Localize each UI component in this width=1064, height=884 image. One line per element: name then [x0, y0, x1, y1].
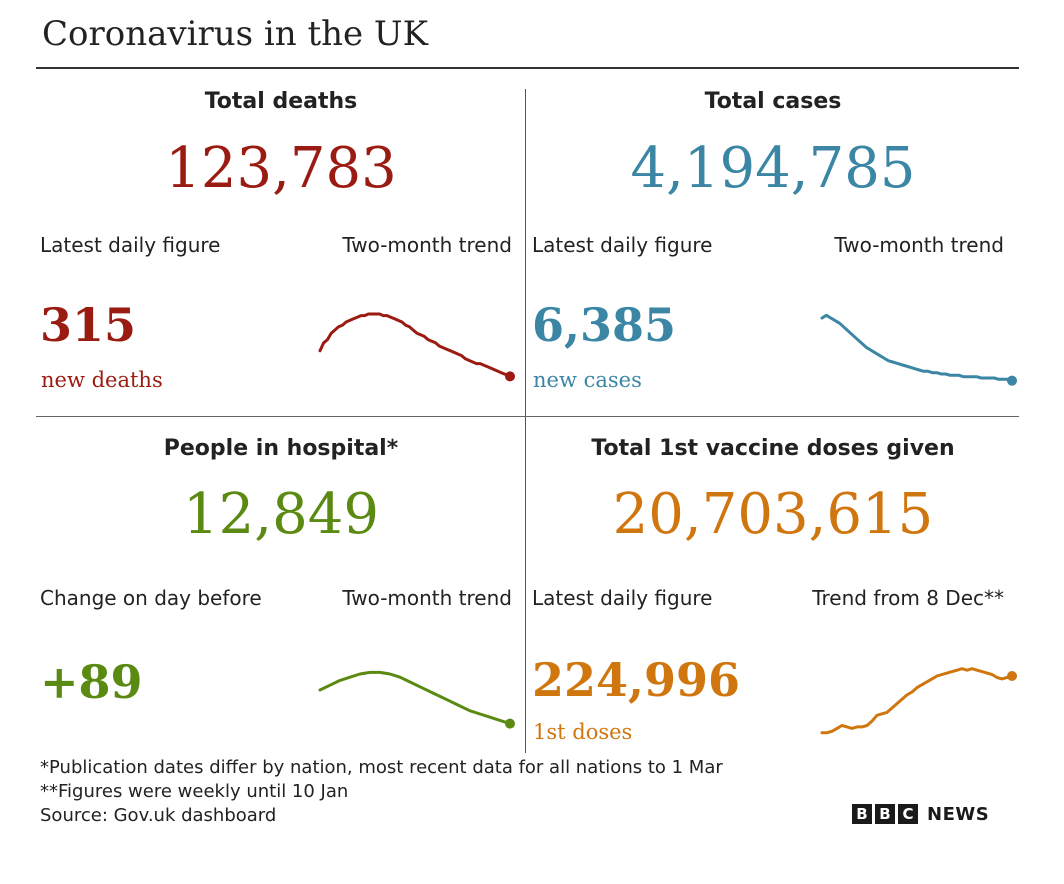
- vaccine-trend-endpoint: [1007, 671, 1017, 681]
- logo-box-b1: B: [852, 804, 872, 824]
- source-note: Source: Gov.uk dashboard: [40, 805, 277, 826]
- cases-daily-label: Latest daily figure: [532, 233, 713, 257]
- deaths-daily-label: Latest daily figure: [40, 233, 221, 257]
- vaccine-daily-unit: 1st doses: [533, 720, 633, 744]
- cases-heading: Total cases: [704, 89, 842, 114]
- deaths-trend-chart: [318, 312, 515, 382]
- footnotes: *Publication dates differ by nation, mos…: [40, 756, 723, 828]
- cases-trend-label: Two-month trend: [834, 233, 1004, 257]
- footnote-weekly: **Figures were weekly until 10 Jan: [40, 781, 349, 802]
- logo-box-b2: B: [875, 804, 895, 824]
- vertical-divider: [525, 89, 526, 753]
- vaccine-heading: Total 1st vaccine doses given: [591, 436, 955, 461]
- deaths-total: 123,783: [165, 136, 397, 201]
- cases-total: 4,194,785: [630, 136, 916, 201]
- hospital-trend-endpoint: [505, 718, 515, 729]
- cases-trend-endpoint: [1007, 375, 1017, 386]
- deaths-trend-line: [318, 312, 512, 378]
- cases-trend-line: [820, 313, 1014, 383]
- logo-box-c: C: [898, 804, 918, 824]
- deaths-heading: Total deaths: [204, 89, 358, 114]
- vaccine-trend-line: [820, 667, 1014, 735]
- deaths-trend-label: Two-month trend: [342, 233, 512, 257]
- hospital-panel: People in hospital* 12,849 Change on day…: [36, 420, 526, 750]
- vaccine-panel: Total 1st vaccine doses given 20,703,615…: [528, 420, 1018, 750]
- hospital-change-value: +89: [40, 655, 143, 709]
- deaths-daily-unit: new deaths: [41, 368, 163, 392]
- logo-news-text: NEWS: [927, 803, 990, 825]
- vaccine-trend-label: Trend from 8 Dec**: [812, 586, 1004, 610]
- cases-daily-value: 6,385: [532, 298, 677, 352]
- hospital-trend-line: [318, 670, 512, 726]
- hospital-trend-label: Two-month trend: [342, 586, 512, 610]
- title-divider: [36, 67, 1019, 69]
- hospital-total: 12,849: [183, 482, 379, 547]
- vaccine-daily-label: Latest daily figure: [532, 586, 713, 610]
- hospital-change-label: Change on day before: [40, 586, 262, 610]
- hospital-trend-chart: [318, 670, 515, 729]
- cases-trend-chart: [820, 313, 1017, 386]
- vaccine-trend-chart: [820, 667, 1017, 735]
- cases-daily-unit: new cases: [533, 368, 642, 392]
- deaths-trend-endpoint: [505, 371, 515, 382]
- footnote-publication: *Publication dates differ by nation, mos…: [40, 757, 723, 778]
- deaths-daily-value: 315: [40, 298, 137, 352]
- cases-panel: Total cases 4,194,785 Latest daily figur…: [528, 72, 1018, 402]
- deaths-panel: Total deaths 123,783 Latest daily figure…: [36, 72, 526, 402]
- hospital-heading: People in hospital*: [163, 436, 399, 461]
- horizontal-divider: [36, 416, 1019, 417]
- page-title: Coronavirus in the UK: [42, 14, 428, 54]
- vaccine-total: 20,703,615: [612, 482, 934, 547]
- bbc-news-logo: B B C NEWS: [852, 803, 989, 825]
- vaccine-daily-value: 224,996: [532, 653, 741, 707]
